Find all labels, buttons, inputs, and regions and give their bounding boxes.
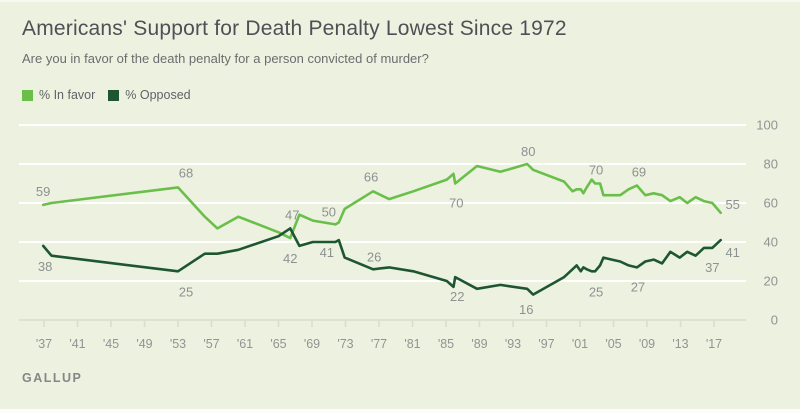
y-tick-label: 60 <box>764 196 778 211</box>
point-value-label: 50 <box>322 205 336 220</box>
x-tick-label: '13 <box>672 337 688 351</box>
point-value-label: 16 <box>519 302 533 317</box>
x-tick-label: '93 <box>505 337 521 351</box>
x-tick-label: '69 <box>304 337 320 351</box>
x-tick-label: '17 <box>706 337 722 351</box>
x-tick-label: '09 <box>639 337 655 351</box>
point-value-label: 25 <box>179 284 193 299</box>
opposed-line <box>41 227 723 296</box>
x-tick-label: '49 <box>136 337 152 351</box>
x-tick-label: '73 <box>337 337 353 351</box>
in-favor-swatch-icon <box>22 89 33 101</box>
point-value-label: 26 <box>367 249 381 264</box>
x-tick-label: '05 <box>605 337 621 351</box>
point-value-label: 69 <box>632 164 646 179</box>
x-tick-label: '45 <box>103 337 119 351</box>
top-border <box>0 0 800 2</box>
source-label: GALLUP <box>22 371 83 385</box>
x-tick-label: '97 <box>538 337 554 351</box>
legend-item-opposed: % Opposed <box>108 88 191 102</box>
point-value-label: 70 <box>449 196 463 211</box>
x-tick-label: '65 <box>270 337 286 351</box>
point-value-label: 42 <box>283 251 297 266</box>
y-tick-label: 20 <box>764 274 778 289</box>
point-value-label: 22 <box>450 289 464 304</box>
legend: % In favor % Opposed <box>22 88 191 102</box>
chart-subtitle: Are you in favor of the death penalty fo… <box>22 51 429 66</box>
x-tick-label: '41 <box>69 337 85 351</box>
x-tick-label: '77 <box>371 337 387 351</box>
x-tick-label: '61 <box>237 337 253 351</box>
y-tick-label: 80 <box>764 157 778 172</box>
point-value-label: 25 <box>589 284 603 299</box>
opposed-swatch-icon <box>108 89 120 101</box>
point-value-label: 41 <box>320 245 334 260</box>
point-value-label: 27 <box>631 279 645 294</box>
point-value-label: 38 <box>38 259 52 274</box>
y-tick-label: 100 <box>756 118 778 133</box>
x-tick-label: '53 <box>170 337 186 351</box>
y-tick-label: 40 <box>764 235 778 250</box>
chart-title: Americans' Support for Death Penalty Low… <box>22 17 567 40</box>
x-tick-label: '81 <box>404 337 420 351</box>
y-tick-label: 0 <box>771 313 778 328</box>
legend-label-in-favor: % In favor <box>39 88 96 102</box>
point-value-label: 59 <box>36 184 50 199</box>
x-tick-label: '85 <box>438 337 454 351</box>
point-value-label: 68 <box>179 165 193 180</box>
x-tick-label: '37 <box>36 337 52 351</box>
point-value-label: 37 <box>705 260 719 275</box>
point-value-label: 47 <box>285 207 299 222</box>
x-tick-label: '01 <box>572 337 588 351</box>
legend-item-in-favor: % In favor <box>22 88 95 102</box>
point-value-label: 41 <box>725 245 739 260</box>
point-value-label: 66 <box>364 169 378 184</box>
bottom-border <box>0 409 800 413</box>
point-value-label: 80 <box>521 144 535 159</box>
point-value-label: 55 <box>725 197 739 212</box>
x-tick-label: '89 <box>471 337 487 351</box>
in-favor-line <box>41 162 723 240</box>
legend-label-opposed: % Opposed <box>125 88 191 102</box>
point-value-label: 70 <box>589 163 603 178</box>
x-tick-label: '57 <box>203 337 219 351</box>
